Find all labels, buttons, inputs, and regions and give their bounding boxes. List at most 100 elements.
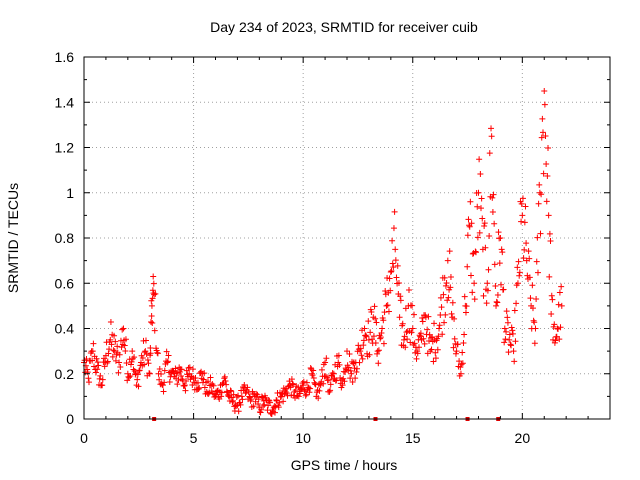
data-point-sample (408, 329, 415, 336)
data-point-sample (437, 312, 444, 319)
data-point (142, 348, 149, 355)
data-point-sample (430, 358, 437, 365)
data-point (379, 325, 386, 332)
data-point-sample (491, 220, 498, 227)
data-point-sample (526, 255, 533, 262)
data-point-sample (417, 330, 424, 337)
data-point (317, 382, 324, 389)
data-point-sample (509, 330, 516, 337)
data-point (387, 268, 394, 275)
data-point-sample (485, 266, 492, 273)
data-point-sample (431, 320, 438, 327)
data-point-sample (531, 340, 538, 347)
data-point-sample (544, 173, 551, 180)
data-point-sample (104, 359, 111, 366)
data-point-sample (441, 274, 448, 281)
data-point-sample (432, 349, 439, 356)
data-point-sample (254, 391, 261, 398)
data-point-sample (499, 249, 506, 256)
data-point-sample (477, 171, 484, 178)
data-point-sample (110, 347, 117, 354)
data-point-sample (436, 322, 443, 329)
data-point (151, 291, 158, 298)
data-point (501, 325, 508, 332)
data-point-sample (161, 379, 168, 386)
data-point-sample (161, 367, 168, 374)
data-point-sample (273, 396, 280, 403)
data-point-sample (147, 350, 154, 357)
data-point-sample (248, 396, 255, 403)
data-point-sample (127, 361, 134, 368)
data-point-sample (369, 336, 376, 343)
data-point-sample (460, 339, 467, 346)
data-point-sample (548, 292, 555, 299)
data-point-sample (257, 409, 264, 416)
data-point (457, 370, 464, 377)
data-point-sample (276, 399, 283, 406)
data-point-sample (384, 274, 391, 281)
data-point-sample (426, 337, 433, 344)
data-point-sample (367, 329, 374, 336)
data-point-sample (501, 339, 508, 346)
y-tick-label: 1.6 (55, 49, 75, 65)
data-point (230, 397, 237, 404)
data-point-sample (206, 389, 213, 396)
data-point-sample (432, 355, 439, 362)
data-point-sample (174, 381, 181, 388)
data-point-sample (230, 391, 237, 398)
data-point-sample (107, 319, 114, 326)
data-point (497, 235, 504, 241)
data-point-sample (495, 229, 502, 236)
data-point-sample (384, 302, 391, 309)
data-point-sample (127, 373, 134, 380)
data-point (519, 212, 526, 219)
data-point-sample (189, 366, 196, 373)
data-point-sample (264, 407, 271, 414)
data-point-sample (427, 334, 434, 341)
data-point-sample (543, 198, 550, 205)
plot-frame (83, 56, 611, 420)
data-point-sample (136, 367, 143, 374)
data-point-sample (504, 314, 511, 321)
data-point-sample (439, 331, 446, 338)
data-point-sample (368, 309, 375, 316)
data-point (116, 359, 123, 366)
data-point-sample (280, 398, 287, 405)
data-point-sample (443, 280, 450, 287)
data-point-sample (508, 342, 515, 349)
data-point-sample (345, 367, 352, 374)
data-point-sample (139, 354, 146, 361)
data-point (536, 189, 543, 196)
data-point-sample (446, 248, 453, 255)
data-point (545, 212, 552, 219)
data-point-sample (183, 377, 190, 384)
data-point-sample (117, 364, 124, 371)
data-point-sample (549, 296, 556, 303)
data-point (357, 348, 364, 355)
data-point (322, 359, 329, 366)
data-point (396, 314, 403, 321)
data-point-sample (320, 380, 327, 387)
data-point-sample (377, 335, 384, 342)
data-point-sample (500, 286, 507, 293)
data-point-sample (117, 337, 124, 344)
data-point-sample (452, 350, 459, 357)
data-point-sample (289, 380, 296, 387)
data-point-sample (509, 327, 516, 334)
data-point-sample (235, 408, 242, 415)
data-point-sample (370, 333, 377, 340)
data-point-sample (375, 360, 382, 367)
data-point-sample (519, 195, 526, 202)
data-point (365, 336, 372, 343)
data-point-sample (200, 376, 207, 383)
data-point-sample (397, 297, 404, 304)
data-point-sample (521, 246, 528, 253)
data-point (554, 325, 561, 332)
data-point-sample (154, 350, 161, 357)
data-point (453, 348, 460, 355)
data-point-sample (358, 352, 365, 359)
data-point-sample (511, 307, 518, 314)
data-point-sample (235, 392, 242, 399)
data-point-sample (131, 354, 138, 361)
data-point-sample (250, 403, 257, 410)
